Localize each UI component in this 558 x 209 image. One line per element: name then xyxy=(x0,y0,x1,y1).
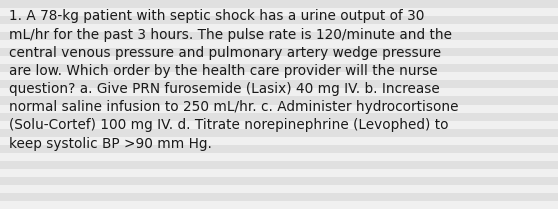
Bar xyxy=(0,121,558,129)
Bar xyxy=(0,201,558,209)
Bar xyxy=(0,0,558,8)
Bar xyxy=(0,97,558,104)
Bar xyxy=(0,177,558,185)
Bar xyxy=(0,112,558,121)
Bar xyxy=(0,153,558,161)
Bar xyxy=(0,24,558,32)
Bar xyxy=(0,88,558,97)
Bar xyxy=(0,137,558,145)
Bar xyxy=(0,185,558,193)
Bar xyxy=(0,161,558,169)
Bar xyxy=(0,40,558,48)
Bar xyxy=(0,16,558,24)
Bar xyxy=(0,169,558,177)
Bar xyxy=(0,8,558,16)
Bar xyxy=(0,72,558,80)
Text: 1. A 78-kg patient with septic shock has a urine output of 30
mL/hr for the past: 1. A 78-kg patient with septic shock has… xyxy=(9,9,459,151)
Bar xyxy=(0,48,558,56)
Bar xyxy=(0,80,558,88)
Bar xyxy=(0,64,558,72)
Bar xyxy=(0,193,558,201)
Bar xyxy=(0,104,558,112)
Bar xyxy=(0,56,558,64)
Bar xyxy=(0,145,558,153)
Bar xyxy=(0,32,558,40)
Bar xyxy=(0,129,558,137)
